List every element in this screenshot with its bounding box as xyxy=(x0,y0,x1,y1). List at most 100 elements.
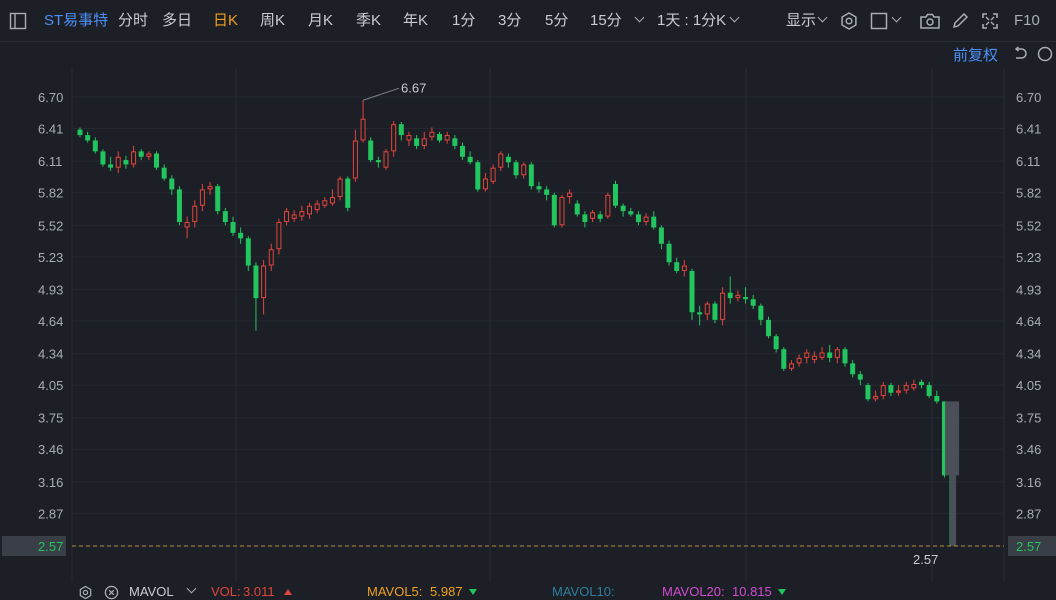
candle-body xyxy=(559,197,565,226)
tab-yearly-k[interactable]: 年K xyxy=(403,12,429,29)
candle-body xyxy=(758,305,764,320)
candle-body xyxy=(827,352,833,358)
sidebar-toggle-icon[interactable] xyxy=(9,12,27,30)
indicator-close-icon[interactable] xyxy=(104,585,119,600)
candle xyxy=(146,151,152,161)
candle xyxy=(161,164,167,181)
candle-body xyxy=(865,385,871,400)
candle-body xyxy=(613,183,618,206)
candle xyxy=(850,360,856,378)
layout-square-icon[interactable] xyxy=(870,12,888,30)
candle xyxy=(314,200,320,214)
tab-daily-k[interactable]: 日K xyxy=(213,12,239,29)
candle xyxy=(880,381,886,400)
candle xyxy=(460,142,465,161)
candle-body xyxy=(567,192,573,198)
candle xyxy=(590,210,596,223)
candle-body xyxy=(628,211,634,215)
candle-body xyxy=(291,214,297,219)
y-tick-label-right: 4.64 xyxy=(1016,314,1041,329)
current-price-tag-right xyxy=(1008,536,1056,556)
candle xyxy=(651,211,657,230)
candle-body xyxy=(796,357,802,364)
candle-body xyxy=(658,227,664,244)
candle xyxy=(360,100,366,143)
candle xyxy=(896,385,902,396)
candle xyxy=(544,186,550,201)
candle xyxy=(666,240,672,266)
y-tick-label-left: 4.64 xyxy=(38,314,63,329)
candle-body xyxy=(261,265,267,299)
y-tick-label-left: 5.52 xyxy=(38,218,63,233)
candle-body xyxy=(819,352,825,358)
tab-3-minute[interactable]: 3分 xyxy=(498,12,522,29)
tab-monthly-k[interactable]: 月K xyxy=(308,12,334,29)
volume-indicator-bar: MAVOL VOL: 3.011 MAVOL5: 5.987 MAVOL10: … xyxy=(0,582,1056,600)
candle-body xyxy=(368,140,374,161)
candle-body xyxy=(689,270,695,313)
vol-label: VOL: xyxy=(211,584,241,599)
candle-body xyxy=(345,178,351,208)
tab-weekly-k[interactable]: 周K xyxy=(260,12,286,29)
candle-body xyxy=(276,222,282,250)
display-menu[interactable]: 显示 xyxy=(786,12,817,29)
adjust-mode-button[interactable]: 前复权 xyxy=(952,47,998,64)
candle xyxy=(77,127,83,138)
indicator-name[interactable]: MAVOL xyxy=(129,584,174,599)
candle xyxy=(758,303,764,326)
tab-quarterly-k[interactable]: 季K xyxy=(356,12,382,29)
candle xyxy=(788,360,794,371)
candle xyxy=(804,349,810,364)
candle xyxy=(903,381,909,394)
candle-body xyxy=(437,133,443,141)
y-tick-label-right: 6.11 xyxy=(1016,154,1040,169)
tab-multi-day[interactable]: 多日 xyxy=(162,12,193,29)
candle xyxy=(85,131,91,143)
y-tick-label-right: 4.93 xyxy=(1016,282,1041,297)
y-tick-label-right: 6.70 xyxy=(1016,90,1041,105)
candle xyxy=(138,149,144,161)
fullscreen-icon[interactable] xyxy=(981,12,999,30)
candle xyxy=(704,301,710,320)
candle xyxy=(452,135,458,150)
candle xyxy=(368,137,374,163)
f10-button[interactable]: F10 xyxy=(1014,12,1040,29)
candle xyxy=(766,316,771,339)
candle-body xyxy=(513,162,519,176)
candlestick-chart[interactable]: 6.70 6.41 6.11 5.82 5.52 5.23 4.93 4.64 4.34 4.05… xyxy=(0,0,1056,582)
candle xyxy=(391,120,397,157)
candle xyxy=(222,207,228,226)
candle xyxy=(467,151,473,165)
candle xyxy=(674,257,680,274)
stock-name[interactable]: ST易事特 xyxy=(44,12,109,29)
tab-intraday[interactable]: 分时 xyxy=(118,12,149,29)
candle xyxy=(819,347,825,361)
settings-gear-icon[interactable] xyxy=(839,11,859,31)
tab-5-minute[interactable]: 5分 xyxy=(545,12,569,29)
candle xyxy=(406,131,412,146)
candle-body xyxy=(375,160,381,163)
candle-body xyxy=(482,178,488,190)
candle xyxy=(811,351,817,364)
candle-body xyxy=(398,124,404,136)
candle xyxy=(643,213,649,226)
tab-1-minute[interactable]: 1分 xyxy=(452,12,476,29)
y-tick-label-left: 5.23 xyxy=(38,250,63,265)
camera-icon[interactable] xyxy=(919,12,941,30)
candle-body xyxy=(421,138,427,146)
tab-15-minute[interactable]: 15分 xyxy=(590,12,622,29)
candle-body xyxy=(245,238,251,266)
candle xyxy=(108,156,114,171)
collapse-panel-icon[interactable] xyxy=(1036,46,1054,62)
candle-body xyxy=(222,211,228,223)
reset-undo-icon[interactable] xyxy=(1012,46,1028,62)
candle xyxy=(329,189,335,206)
candle-body xyxy=(452,138,458,146)
pencil-draw-icon[interactable] xyxy=(951,12,969,30)
indicator-chevron-down-icon[interactable] xyxy=(186,583,197,594)
candle xyxy=(192,200,198,228)
indicator-settings-gear-icon[interactable] xyxy=(78,585,93,600)
candle-body xyxy=(391,124,397,152)
interval-selector[interactable]: 1天 : 1分K xyxy=(657,12,727,29)
candle xyxy=(230,216,236,237)
